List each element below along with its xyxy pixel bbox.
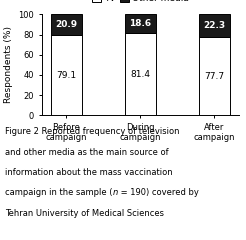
Bar bbox=[51, 36, 82, 115]
Bar bbox=[125, 33, 156, 115]
Bar bbox=[125, 14, 156, 33]
Text: = 190) covered by: = 190) covered by bbox=[118, 188, 199, 197]
Text: 79.1: 79.1 bbox=[56, 71, 76, 80]
Text: information about the mass vaccination: information about the mass vaccination bbox=[5, 168, 172, 177]
Bar bbox=[199, 14, 230, 37]
Text: and other media as the main source of: and other media as the main source of bbox=[5, 148, 169, 157]
Text: 81.4: 81.4 bbox=[130, 70, 150, 79]
Bar bbox=[199, 37, 230, 115]
Text: 22.3: 22.3 bbox=[203, 21, 225, 30]
Text: 18.6: 18.6 bbox=[129, 19, 151, 28]
Legend: TV, Other media: TV, Other media bbox=[88, 0, 192, 7]
Text: Tehran University of Medical Sciences: Tehran University of Medical Sciences bbox=[5, 209, 164, 218]
Text: 77.7: 77.7 bbox=[204, 72, 224, 81]
Text: 20.9: 20.9 bbox=[55, 20, 77, 30]
Text: campaign in the sample (: campaign in the sample ( bbox=[5, 188, 112, 197]
Y-axis label: Respondents (%): Respondents (%) bbox=[4, 26, 13, 103]
Text: Figure 2 Reported frequency of television: Figure 2 Reported frequency of televisio… bbox=[5, 127, 179, 136]
Bar bbox=[51, 14, 82, 36]
Text: n: n bbox=[112, 188, 118, 197]
